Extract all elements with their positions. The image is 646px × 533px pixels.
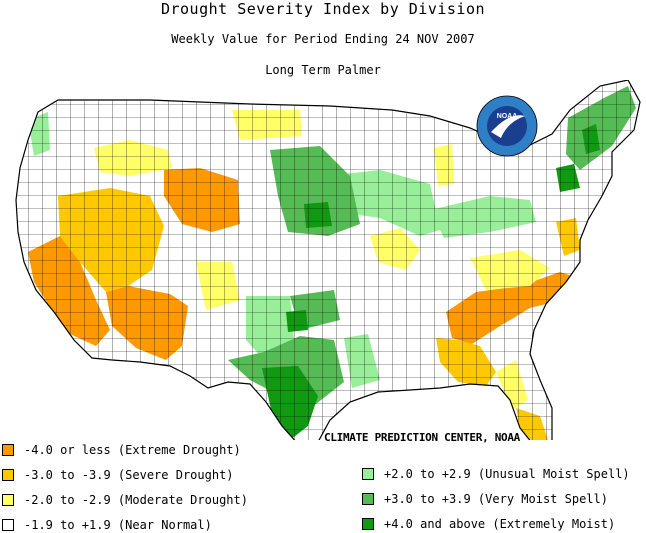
legend-item-moist-0: +2.0 to +2.9 (Unusual Moist Spell) — [362, 466, 630, 482]
legend-label: -2.0 to -2.9 (Moderate Drought) — [24, 493, 248, 507]
legend-item-moist-2: +4.0 and above (Extremely Moist) — [362, 516, 615, 532]
noaa-logo-text: NOAA — [497, 113, 518, 120]
legend-label: -3.0 to -3.9 (Severe Drought) — [24, 468, 234, 482]
legend-label: -1.9 to +1.9 (Near Normal) — [24, 518, 212, 532]
legend-swatch — [2, 519, 14, 531]
legend-item-drought-2: -2.0 to -2.9 (Moderate Drought) — [2, 492, 248, 508]
map-subtitle: Weekly Value for Period Ending 24 NOV 20… — [171, 32, 475, 46]
legend-label: -4.0 or less (Extreme Drought) — [24, 443, 241, 457]
legend-swatch — [362, 518, 374, 530]
credit-label: CLIMATE PREDICTION CENTER, NOAA — [324, 431, 520, 444]
legend-swatch — [362, 468, 374, 480]
map-title: Drought Severity Index by Division — [160, 0, 486, 18]
legend-item-drought-1: -3.0 to -3.9 (Severe Drought) — [2, 467, 234, 483]
legend-item-drought-3: -1.9 to +1.9 (Near Normal) — [2, 517, 212, 533]
legend-label: +2.0 to +2.9 (Unusual Moist Spell) — [384, 467, 630, 481]
noaa-logo: NOAA — [476, 95, 538, 157]
legend-item-moist-1: +3.0 to +3.9 (Very Moist Spell) — [362, 491, 608, 507]
index-label: Long Term Palmer — [265, 63, 381, 77]
division-boundaries — [16, 80, 640, 440]
legend-label: +4.0 and above (Extremely Moist) — [384, 517, 616, 531]
drought-map: NOAA — [15, 80, 641, 440]
legend-swatch — [2, 444, 14, 456]
legend-item-drought-0: -4.0 or less (Extreme Drought) — [2, 442, 241, 458]
legend-swatch — [2, 469, 14, 481]
legend-swatch — [2, 494, 14, 506]
legend-swatch — [362, 493, 374, 505]
legend-label: +3.0 to +3.9 (Very Moist Spell) — [384, 492, 608, 506]
